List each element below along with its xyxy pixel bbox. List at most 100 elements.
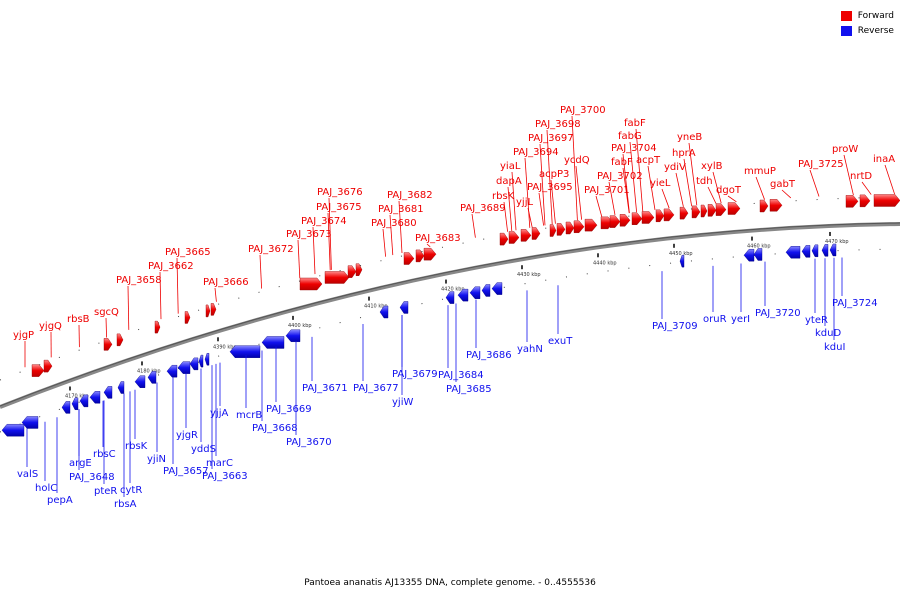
forward-gene-label-paj-3673[interactable]: PAJ_3673 (286, 229, 332, 240)
forward-gene-block[interactable] (631, 212, 643, 225)
forward-gene-label-paj-3674[interactable]: PAJ_3674 (301, 216, 347, 227)
reverse-gene-block[interactable] (61, 401, 71, 414)
forward-gene-label-yneb[interactable]: yneB (677, 132, 702, 143)
forward-gene-block[interactable] (873, 194, 900, 207)
forward-gene-label-xylb[interactable]: xylB (701, 161, 723, 172)
forward-gene-block[interactable] (641, 211, 655, 224)
forward-gene-label-paj-3698[interactable]: PAJ_3698 (535, 119, 581, 130)
forward-gene-label-paj-3662[interactable]: PAJ_3662 (148, 261, 194, 272)
forward-gene-block[interactable] (845, 195, 859, 208)
forward-gene-block[interactable] (619, 214, 631, 227)
forward-gene-label-paj-3694[interactable]: PAJ_3694 (513, 147, 559, 158)
forward-gene-label-hpra[interactable]: hprA (672, 148, 696, 159)
reverse-gene-block[interactable] (469, 286, 481, 299)
forward-gene-block[interactable] (727, 202, 741, 215)
forward-gene-label-fabf[interactable]: fabF (611, 157, 633, 168)
reverse-gene-label-yjiw[interactable]: yjiW (392, 397, 413, 408)
reverse-gene-label-paj-3720[interactable]: PAJ_3720 (755, 308, 801, 319)
forward-gene-block[interactable] (43, 359, 53, 373)
reverse-gene-label-holc[interactable]: holC (35, 483, 57, 494)
reverse-gene-label-mcrb[interactable]: mcrB (236, 410, 262, 421)
forward-gene-label-acpt[interactable]: acpT (636, 155, 661, 166)
reverse-gene-block[interactable] (147, 371, 157, 384)
forward-gene-block[interactable] (299, 277, 323, 291)
reverse-gene-label-paj-3671[interactable]: PAJ_3671 (302, 383, 348, 394)
reverse-gene-label-paj-3686[interactable]: PAJ_3686 (466, 350, 512, 361)
reverse-gene-block[interactable] (457, 288, 469, 302)
forward-gene-block[interactable] (859, 194, 871, 208)
forward-gene-label-paj-3682[interactable]: PAJ_3682 (387, 190, 433, 201)
reverse-gene-block[interactable] (89, 391, 101, 404)
reverse-gene-block[interactable] (204, 353, 210, 366)
reverse-gene-block[interactable] (399, 301, 409, 314)
forward-gene-block[interactable] (520, 229, 532, 242)
reverse-gene-label-paj-3685[interactable]: PAJ_3685 (446, 384, 492, 395)
forward-gene-block[interactable] (184, 311, 191, 324)
reverse-gene-label-yter[interactable]: yteR (805, 315, 828, 326)
reverse-gene-label-yjja[interactable]: yjjA (210, 408, 228, 419)
forward-gene-label-paj-3665[interactable]: PAJ_3665 (165, 247, 211, 258)
forward-gene-label-yial[interactable]: yiaL (500, 161, 521, 172)
forward-gene-block[interactable] (565, 221, 575, 235)
forward-gene-label-gabt[interactable]: gabT (770, 179, 796, 190)
forward-gene-block[interactable] (584, 218, 598, 232)
forward-gene-block[interactable] (655, 209, 665, 223)
reverse-gene-label-pepa[interactable]: pepA (47, 495, 73, 506)
reverse-gene-label-paj-3684[interactable]: PAJ_3684 (438, 370, 484, 381)
reverse-gene-block[interactable] (79, 394, 89, 408)
forward-gene-block[interactable] (103, 338, 113, 351)
forward-gene-label-paj-3697[interactable]: PAJ_3697 (528, 133, 574, 144)
reverse-gene-label-kdud[interactable]: kduD (815, 328, 841, 339)
reverse-gene-label-orur[interactable]: oruR (703, 314, 727, 325)
reverse-gene-block[interactable] (285, 329, 301, 342)
reverse-gene-label-paj-3668[interactable]: PAJ_3668 (252, 423, 298, 434)
reverse-gene-label-arge[interactable]: argE (69, 458, 92, 469)
reverse-gene-label-paj-3663[interactable]: PAJ_3663 (202, 471, 248, 482)
forward-gene-label-paj-3700[interactable]: PAJ_3700 (560, 105, 606, 116)
reverse-gene-block[interactable] (21, 416, 39, 429)
forward-gene-label-paj-3689[interactable]: PAJ_3689 (460, 203, 506, 214)
reverse-gene-block[interactable] (198, 354, 204, 368)
reverse-gene-label-paj-3724[interactable]: PAJ_3724 (832, 298, 878, 309)
forward-gene-label-dapa[interactable]: dapA (496, 176, 522, 187)
forward-gene-label-fabg[interactable]: fabG (618, 131, 642, 142)
reverse-gene-label-yeri[interactable]: yerI (731, 314, 750, 325)
reverse-gene-block[interactable] (801, 245, 811, 258)
reverse-gene-label-paj-3677[interactable]: PAJ_3677 (353, 383, 399, 394)
reverse-gene-label-yjin[interactable]: yjiN (147, 454, 166, 465)
forward-gene-block[interactable] (415, 249, 425, 263)
reverse-gene-label-cytr[interactable]: cytR (120, 485, 142, 496)
reverse-gene-block[interactable] (1, 424, 25, 437)
forward-gene-label-paj-3704[interactable]: PAJ_3704 (611, 143, 657, 154)
reverse-gene-block[interactable] (753, 248, 763, 261)
forward-gene-label-paj-3680[interactable]: PAJ_3680 (371, 218, 417, 229)
forward-gene-label-sgcq[interactable]: sgcQ (94, 307, 119, 318)
reverse-gene-block[interactable] (261, 336, 285, 349)
forward-gene-label-yjjl[interactable]: yjjL (516, 197, 533, 208)
reverse-gene-block[interactable] (103, 386, 113, 399)
forward-gene-label-yiel[interactable]: yieL (650, 178, 671, 189)
reverse-gene-label-paj-3709[interactable]: PAJ_3709 (652, 321, 698, 332)
forward-gene-block[interactable] (210, 303, 217, 316)
reverse-gene-block[interactable] (491, 282, 503, 295)
forward-gene-label-ycdq[interactable]: ycdQ (564, 155, 590, 166)
forward-gene-label-paj-3666[interactable]: PAJ_3666 (203, 277, 249, 288)
reverse-gene-block[interactable] (481, 284, 491, 297)
reverse-gene-block[interactable] (679, 254, 685, 268)
forward-gene-block[interactable] (499, 232, 509, 246)
reverse-gene-block[interactable] (829, 243, 837, 257)
forward-gene-label-paj-3683[interactable]: PAJ_3683 (415, 233, 461, 244)
forward-gene-label-yjgq[interactable]: yjgQ (39, 321, 62, 332)
forward-gene-block[interactable] (403, 252, 415, 265)
forward-gene-label-mmup[interactable]: mmuP (744, 166, 776, 177)
forward-gene-label-paj-3672[interactable]: PAJ_3672 (248, 244, 294, 255)
forward-gene-label-prow[interactable]: proW (832, 144, 858, 155)
forward-gene-block[interactable] (205, 304, 211, 318)
forward-gene-label-paj-3675[interactable]: PAJ_3675 (316, 202, 362, 213)
forward-gene-block[interactable] (116, 333, 124, 347)
forward-gene-label-rbsb[interactable]: rbsB (67, 314, 90, 325)
forward-gene-block[interactable] (691, 205, 701, 219)
reverse-gene-block[interactable] (134, 375, 146, 388)
reverse-gene-label-rbsa[interactable]: rbsA (114, 499, 137, 510)
forward-gene-block[interactable] (355, 263, 363, 276)
